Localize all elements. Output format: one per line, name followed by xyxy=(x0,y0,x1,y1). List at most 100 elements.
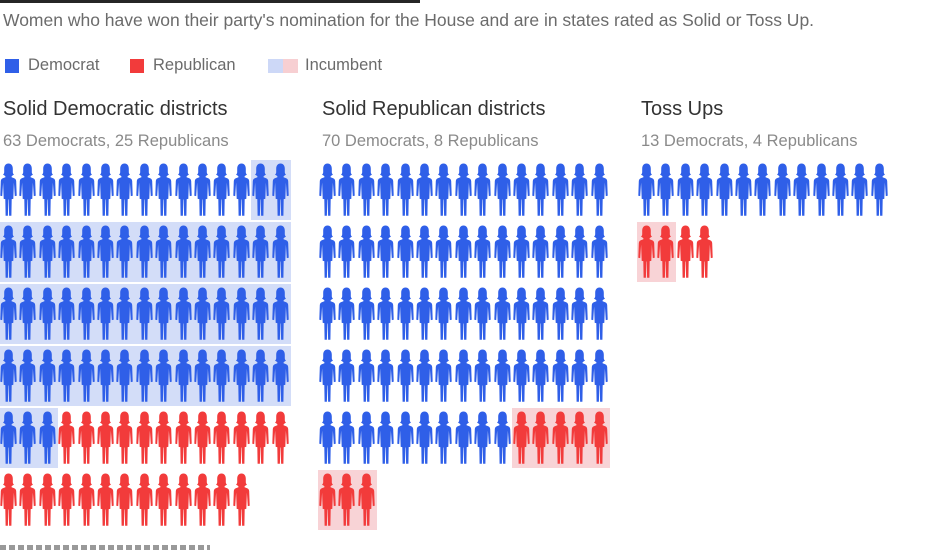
democrat-figure xyxy=(812,160,831,218)
person-icon xyxy=(396,225,414,278)
democrat-figure xyxy=(590,222,609,280)
person-icon xyxy=(213,349,231,402)
democrat-figure xyxy=(734,160,753,218)
legend-swatch-republican xyxy=(130,59,144,73)
democrat-figure xyxy=(337,408,356,466)
democrat-figure xyxy=(590,346,609,404)
democrat-figure-incumbent xyxy=(251,346,270,404)
person-icon xyxy=(97,163,114,216)
person-icon xyxy=(136,225,153,278)
panel-subtitle: 63 Democrats, 25 Republicans xyxy=(3,132,229,150)
person-icon xyxy=(116,473,134,526)
person-icon xyxy=(116,225,134,278)
person-icon xyxy=(435,287,453,340)
democrat-figure-incumbent xyxy=(251,160,270,218)
democrat-figure xyxy=(396,408,415,466)
person-icon xyxy=(590,349,608,402)
person-icon xyxy=(377,163,394,216)
person-icon xyxy=(793,163,810,216)
democrat-figure-incumbent xyxy=(38,284,57,342)
person-icon xyxy=(233,225,250,278)
democrat-figure xyxy=(512,222,531,280)
person-icon xyxy=(396,411,414,464)
republican-figure xyxy=(174,408,193,466)
person-icon xyxy=(77,287,95,340)
person-icon xyxy=(233,473,250,526)
person-icon xyxy=(97,473,114,526)
person-icon xyxy=(136,287,153,340)
democrat-figure xyxy=(415,222,434,280)
person-icon xyxy=(638,225,655,278)
person-icon xyxy=(416,287,433,340)
person-icon xyxy=(552,287,569,340)
democrat-figure-incumbent xyxy=(271,346,290,404)
person-icon xyxy=(571,225,588,278)
democrat-figure-incumbent xyxy=(77,346,96,404)
democrat-figure xyxy=(656,160,675,218)
person-icon xyxy=(0,411,17,464)
person-icon xyxy=(552,411,569,464)
pictograph-grid xyxy=(318,160,618,530)
person-icon xyxy=(715,163,733,216)
democrat-figure-incumbent xyxy=(154,346,173,404)
person-icon xyxy=(474,287,491,340)
person-icon xyxy=(812,163,830,216)
person-icon xyxy=(696,163,713,216)
democrat-figure-incumbent xyxy=(57,284,76,342)
person-icon xyxy=(233,411,250,464)
republican-figure xyxy=(676,222,695,280)
democrat-figure-incumbent xyxy=(38,346,57,404)
democrat-figure-incumbent xyxy=(174,284,193,342)
democrat-figure xyxy=(415,160,434,218)
democrat-figure-incumbent xyxy=(212,284,231,342)
person-icon xyxy=(77,411,95,464)
democrat-figure-incumbent xyxy=(193,284,212,342)
republican-figure xyxy=(115,408,134,466)
person-icon xyxy=(657,225,675,278)
person-icon xyxy=(338,473,356,526)
person-icon xyxy=(552,163,569,216)
person-icon xyxy=(271,411,289,464)
democrat-figure xyxy=(454,284,473,342)
person-icon xyxy=(513,411,530,464)
democrat-figure xyxy=(318,222,337,280)
person-icon xyxy=(657,163,675,216)
person-icon xyxy=(532,225,550,278)
person-icon xyxy=(552,349,569,402)
democrat-figure xyxy=(318,284,337,342)
title-strip-cropped xyxy=(0,0,420,3)
person-icon xyxy=(19,411,37,464)
person-icon xyxy=(97,225,114,278)
person-icon xyxy=(493,349,511,402)
person-icon xyxy=(194,349,211,402)
person-icon xyxy=(252,411,269,464)
person-icon xyxy=(252,287,269,340)
person-icon xyxy=(174,349,192,402)
democrat-figure-incumbent xyxy=(18,284,37,342)
democrat-figure-incumbent xyxy=(271,222,290,280)
democrat-figure-incumbent xyxy=(154,284,173,342)
democrat-figure-incumbent xyxy=(0,284,18,342)
person-icon xyxy=(319,349,336,402)
person-icon xyxy=(435,163,453,216)
pictograph-grid xyxy=(0,160,299,530)
republican-figure xyxy=(96,408,115,466)
democrat-figure xyxy=(773,160,792,218)
republican-figure xyxy=(0,470,18,528)
person-icon xyxy=(571,287,588,340)
person-icon xyxy=(213,287,231,340)
person-icon xyxy=(136,473,153,526)
person-icon xyxy=(474,225,491,278)
democrat-figure-incumbent xyxy=(232,346,251,404)
person-icon xyxy=(377,287,394,340)
footer-strip-cropped xyxy=(0,545,210,550)
democrat-figure xyxy=(531,284,550,342)
person-icon xyxy=(513,287,530,340)
democrat-figure xyxy=(57,160,76,218)
person-icon xyxy=(136,163,153,216)
legend-swatch-democrat xyxy=(5,59,19,73)
democrat-figure xyxy=(454,222,473,280)
person-icon xyxy=(116,349,134,402)
person-icon xyxy=(493,225,511,278)
person-icon xyxy=(338,225,356,278)
